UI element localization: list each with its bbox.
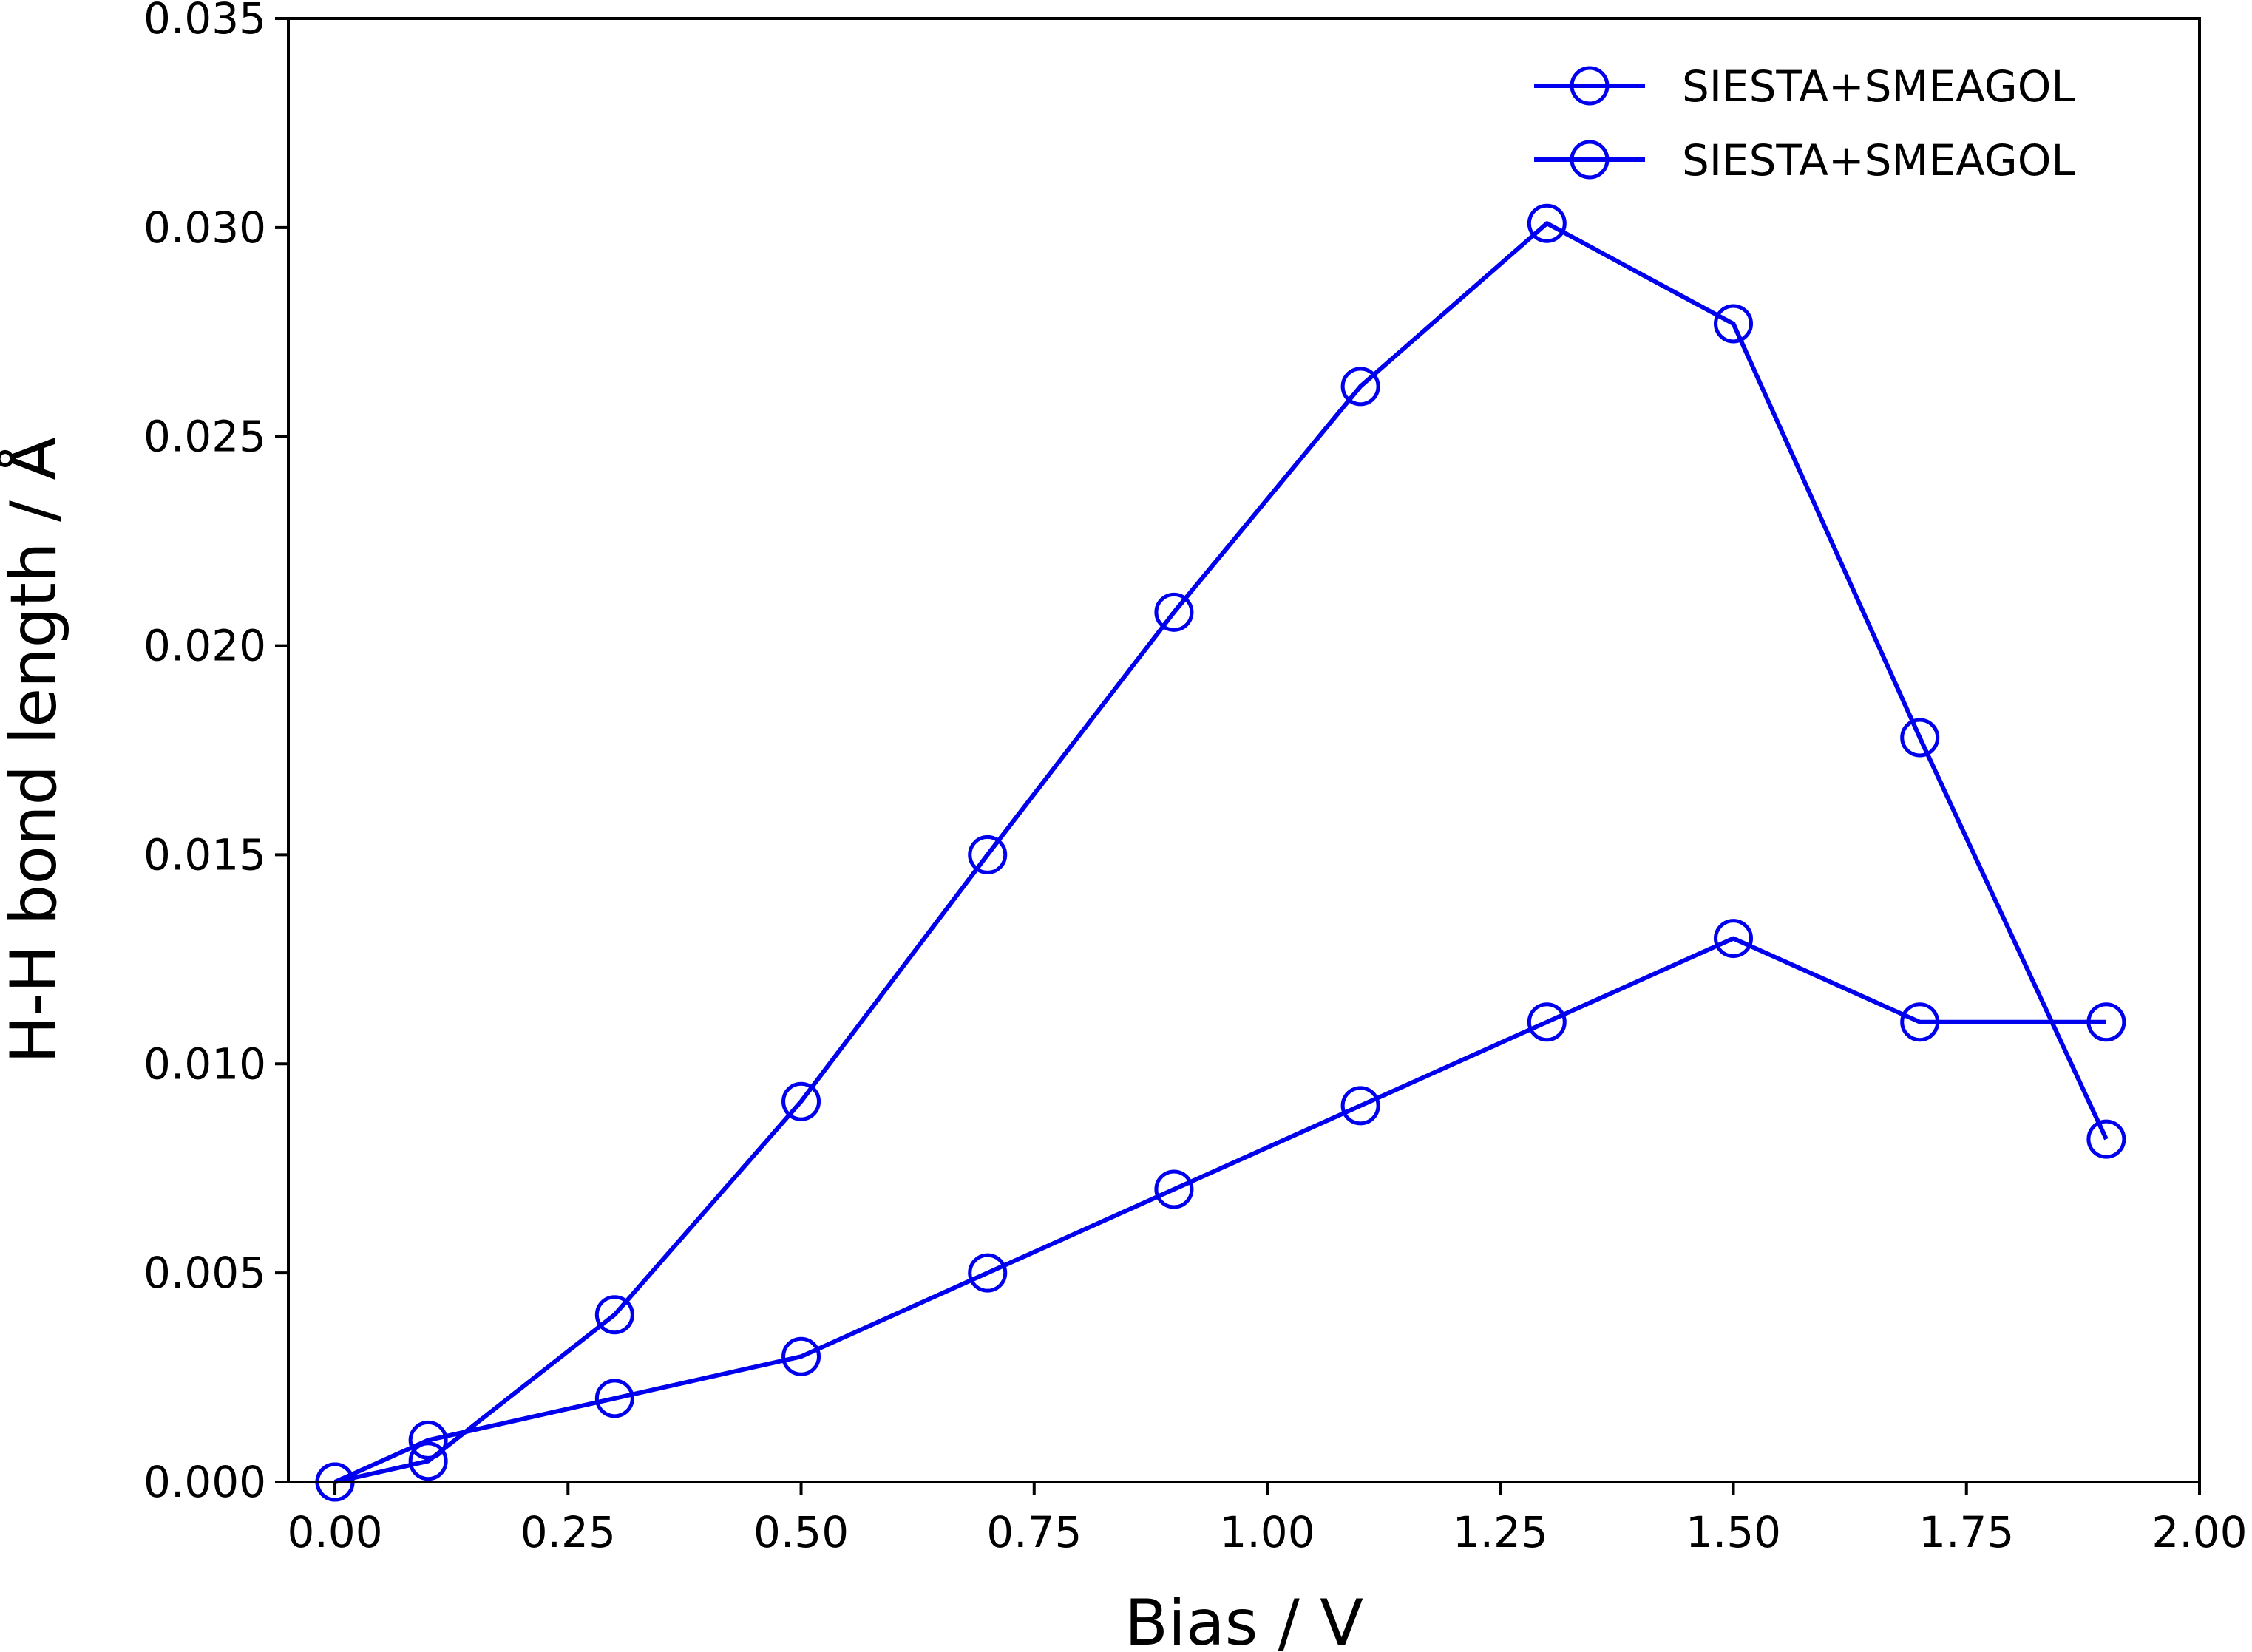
data-point xyxy=(1340,367,1380,407)
y-tick-label: 0.005 xyxy=(143,1248,266,1298)
axes-layer: 0.00 0.25 0.50 0.75 1.00 1.25 1.50 1.75 2.00 0.00… xyxy=(143,0,2248,1557)
data-point xyxy=(594,1295,634,1335)
y-tick-label: 0.020 xyxy=(143,621,266,671)
legend-label: SIESTA+SMEAGOL xyxy=(1682,61,2075,112)
x-tick-label: 2.00 xyxy=(2151,1507,2247,1557)
x-axis-label: Bias / V xyxy=(1125,1586,1363,1652)
data-point xyxy=(1527,203,1567,243)
x-tick-label: 1.75 xyxy=(1919,1507,2014,1557)
x-tick-label: 0.25 xyxy=(520,1507,616,1557)
x-tick-label: 1.00 xyxy=(1219,1507,1315,1557)
series-2 xyxy=(315,919,2126,1502)
x-tick-label: 1.50 xyxy=(1686,1507,1781,1557)
data-point xyxy=(2086,1119,2126,1159)
legend-entry: SIESTA+SMEAGOL xyxy=(1534,135,2075,186)
data-point xyxy=(2086,1002,2126,1042)
legend-label: SIESTA+SMEAGOL xyxy=(1682,135,2075,186)
series-line xyxy=(334,221,2109,1484)
y-tick-label: 0.010 xyxy=(143,1039,266,1089)
y-tick-label: 0.025 xyxy=(143,412,266,462)
data-point xyxy=(408,1420,448,1460)
legend-marker xyxy=(1570,140,1610,180)
x-tick-label: 0.75 xyxy=(986,1507,1082,1557)
series-layer xyxy=(315,203,2126,1502)
series-1 xyxy=(315,203,2126,1502)
data-point xyxy=(968,1253,1008,1293)
data-point xyxy=(1900,718,1940,758)
data-point xyxy=(1154,1169,1194,1209)
data-point xyxy=(1340,1086,1380,1126)
data-point xyxy=(1154,592,1194,632)
data-point xyxy=(408,1441,448,1481)
y-tick-label: 0.000 xyxy=(143,1457,266,1507)
y-tick-label: 0.030 xyxy=(143,203,266,253)
y-axis-label: H-H bond length / Å xyxy=(0,437,71,1064)
data-point xyxy=(1900,1002,1940,1042)
x-tick-label: 0.50 xyxy=(753,1507,849,1557)
data-point xyxy=(781,1336,821,1376)
plot-frame xyxy=(287,17,2201,1483)
data-point xyxy=(594,1379,634,1418)
y-tick-label: 0.015 xyxy=(143,829,266,880)
legend-marker xyxy=(1570,66,1610,106)
data-point xyxy=(1714,919,1754,959)
y-tick-label: 0.035 xyxy=(143,0,266,44)
data-point xyxy=(1714,304,1754,344)
data-point xyxy=(968,835,1008,874)
data-point xyxy=(1527,1002,1567,1042)
x-tick-label: 0.00 xyxy=(287,1507,382,1557)
legend: SIESTA+SMEAGOL SIESTA+SMEAGOL xyxy=(1534,61,2075,186)
legend-entry: SIESTA+SMEAGOL xyxy=(1534,61,2075,112)
series-line xyxy=(333,936,2106,1484)
data-point xyxy=(781,1081,821,1121)
x-tick-label: 1.25 xyxy=(1453,1507,1548,1557)
